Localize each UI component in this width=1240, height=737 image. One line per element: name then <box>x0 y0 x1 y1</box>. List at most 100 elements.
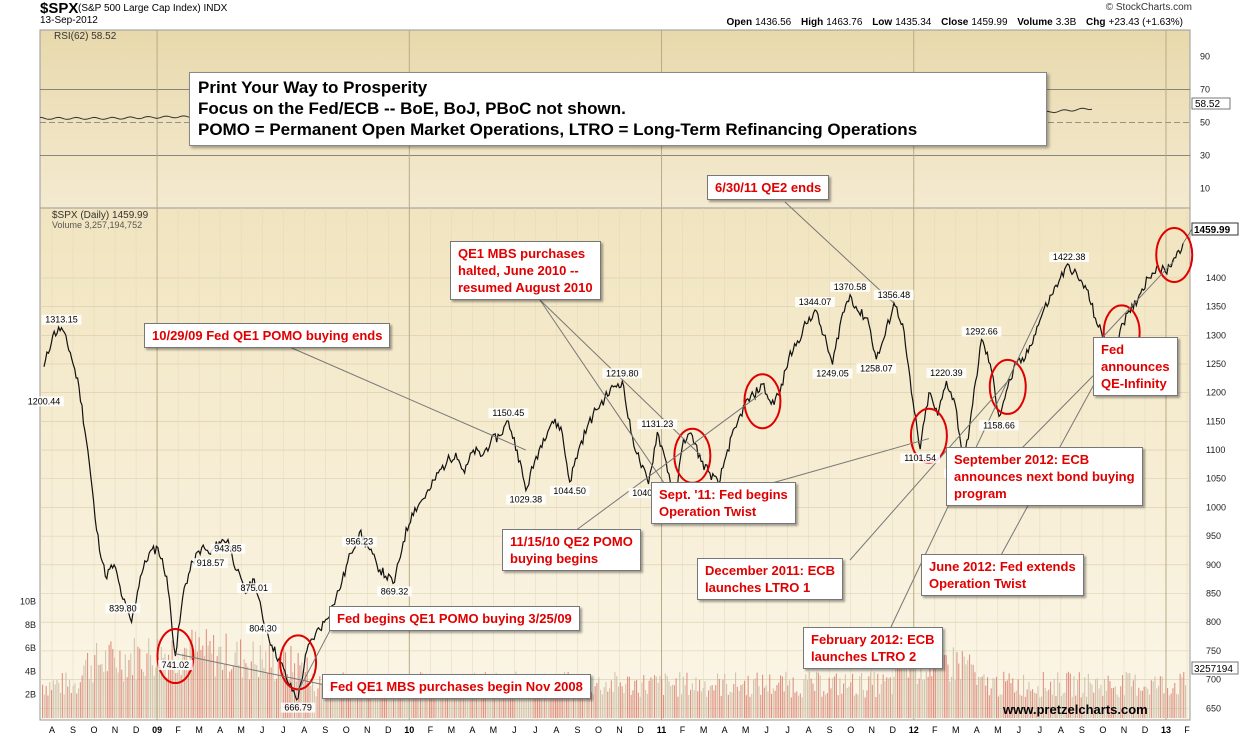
volume-bar <box>976 684 978 718</box>
volume-bar <box>798 695 800 718</box>
volume-bar <box>688 695 690 718</box>
volume-bar <box>961 651 963 718</box>
price-tick-label: 650 <box>1206 703 1221 713</box>
price-label-bg <box>979 420 1019 431</box>
volume-bar <box>893 676 895 718</box>
volume-bar <box>160 646 162 718</box>
last-volume-tag <box>1191 661 1239 675</box>
volume-bar <box>664 673 666 718</box>
volume-bar <box>259 645 261 718</box>
open-label: Open <box>726 17 753 28</box>
volume-bar <box>1123 695 1125 718</box>
volume-bar <box>891 693 893 718</box>
volume-bar <box>1033 692 1035 718</box>
volume-bar <box>938 657 940 718</box>
volume-bar <box>862 689 864 718</box>
volume-bar <box>569 690 571 718</box>
volume-bar <box>657 682 659 718</box>
volume-bar <box>1181 677 1183 718</box>
x-tick-label: S <box>322 725 328 735</box>
volume-bar <box>803 679 805 718</box>
volume-bar <box>907 677 909 718</box>
volume-bar <box>720 695 722 718</box>
volume-bar <box>724 673 726 718</box>
x-tick-label: A <box>49 725 55 735</box>
volume-bar <box>832 678 834 718</box>
volume-bar <box>438 687 440 718</box>
brand-label[interactable]: © StockCharts.com <box>1105 2 1192 13</box>
volume-bar <box>686 672 688 718</box>
volume-bar <box>351 697 353 718</box>
volume-bar <box>853 695 855 718</box>
volume-bar <box>274 680 276 718</box>
volume-bar <box>639 696 641 718</box>
x-tick-label: A <box>1058 725 1064 735</box>
volume-bar <box>630 694 632 718</box>
volume-bar <box>92 682 94 718</box>
volume-bar <box>1179 673 1181 718</box>
volume-bar <box>198 637 200 718</box>
volume-bar <box>985 685 987 718</box>
volume-bar <box>612 691 614 718</box>
title-line-3: POMO = Permanent Open Market Operations,… <box>198 120 918 139</box>
volume-bar <box>182 653 184 718</box>
rsi-label: RSI(62) 58.52 <box>54 31 117 42</box>
volume-bar <box>96 642 98 718</box>
volume-bar <box>1069 673 1071 718</box>
volume-bar <box>695 677 697 718</box>
volume-bar <box>1073 676 1075 718</box>
x-tick-label: M <box>448 725 456 735</box>
volume-bar <box>641 682 643 718</box>
price-label: 1422.38 <box>1053 252 1086 262</box>
volume-bar <box>303 683 305 718</box>
volume-bar <box>749 696 751 718</box>
volume-bar <box>650 677 652 718</box>
volume-bar <box>171 640 173 718</box>
website-credit[interactable]: www.pretzelcharts.com <box>1003 702 1148 717</box>
volume-bar <box>148 638 150 718</box>
volume-bar <box>915 648 917 718</box>
volume-bar <box>42 684 44 718</box>
x-tick-label: 09 <box>152 725 162 735</box>
chart-date: 13-Sep-2012 <box>40 15 98 26</box>
volume-bar <box>513 696 515 718</box>
volume-bar <box>697 691 699 718</box>
volume-bar <box>625 684 627 718</box>
volume-bar <box>1167 688 1169 718</box>
title-line-1: Print Your Way to Prosperity <box>198 78 428 97</box>
x-tick-label: J <box>1017 725 1022 735</box>
volume-bar <box>839 678 841 718</box>
x-tick-label: 13 <box>1161 725 1171 735</box>
volume-bar <box>646 693 648 718</box>
volume-bar <box>524 693 526 718</box>
volume-bar <box>1143 686 1145 718</box>
volume-bar <box>679 672 681 718</box>
x-tick-label: O <box>847 725 854 735</box>
volume-bar <box>310 686 312 718</box>
volume-bar <box>65 672 67 718</box>
volume-bar <box>637 692 639 718</box>
price-label: 666.79 <box>284 703 312 713</box>
volume-bar <box>209 640 211 718</box>
volume-bar <box>506 682 508 718</box>
volume-bar <box>956 652 958 718</box>
x-tick-label: S <box>827 725 833 735</box>
volume-bar <box>555 688 557 718</box>
x-tick-label: A <box>301 725 307 735</box>
x-tick-label: A <box>217 725 223 735</box>
volume-bar <box>879 693 881 718</box>
volume-bar <box>61 673 63 718</box>
volume-bar <box>1140 690 1142 718</box>
volume-bar <box>591 692 593 718</box>
volume-bar <box>589 680 591 718</box>
volume-bar <box>776 685 778 718</box>
volume-bar <box>178 667 180 718</box>
volume-bar <box>445 691 447 718</box>
volume-bar <box>304 672 306 718</box>
x-tick-label: D <box>1142 725 1149 735</box>
volume-bar <box>609 688 611 718</box>
volume-bar <box>781 676 783 718</box>
volume-bar <box>610 680 612 718</box>
price-tick-label: 1000 <box>1206 502 1226 512</box>
volume-bar <box>1176 693 1178 718</box>
